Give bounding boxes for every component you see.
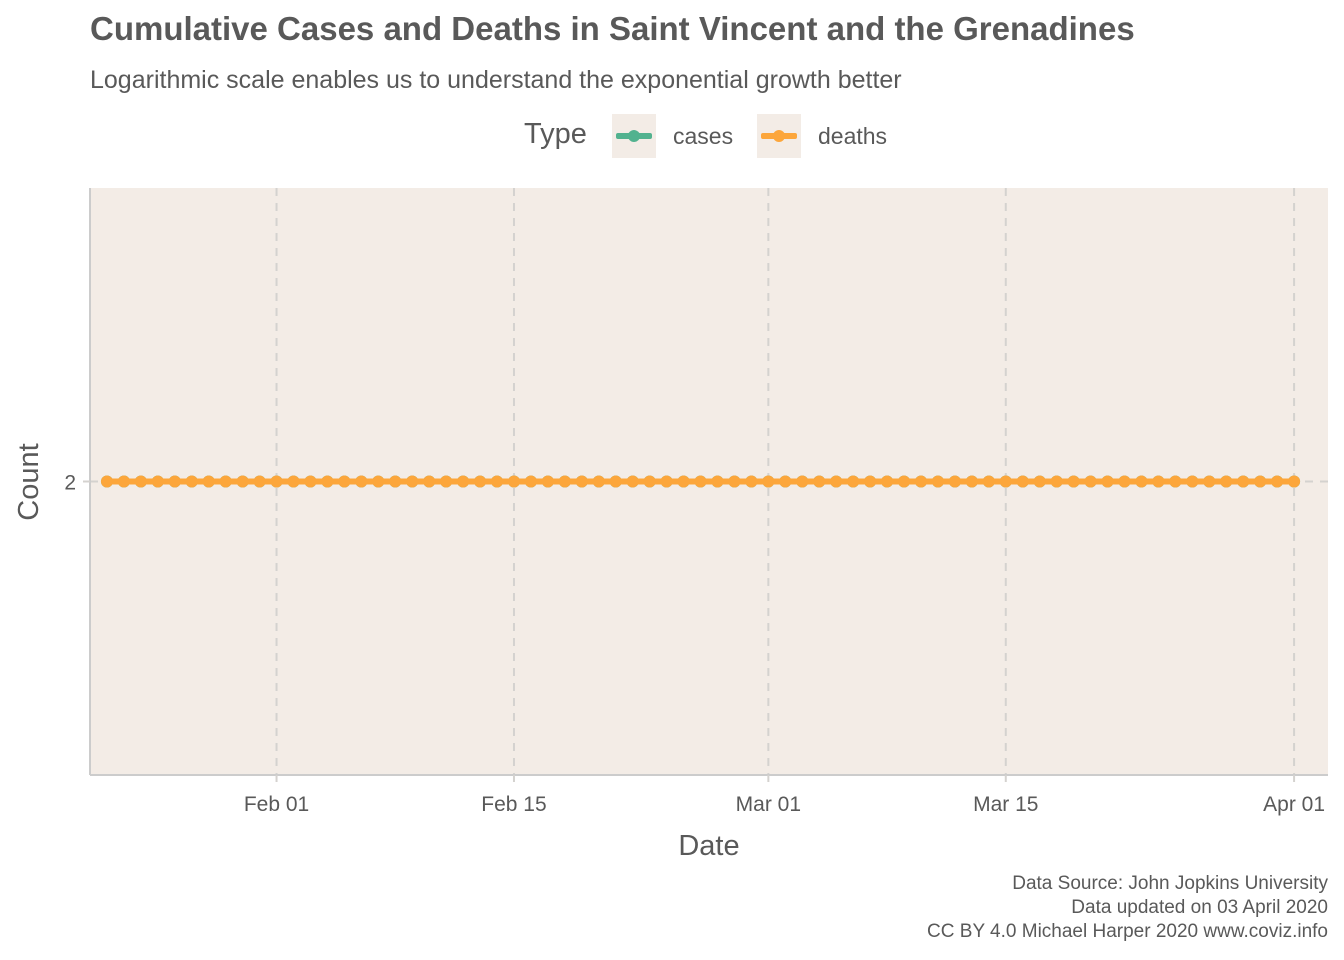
data-point-deaths bbox=[1237, 475, 1250, 488]
caption-updated: Data updated on 03 April 2020 bbox=[1071, 897, 1328, 918]
data-point-deaths bbox=[864, 475, 877, 488]
legend-title: Type bbox=[524, 118, 587, 150]
data-point-deaths bbox=[507, 475, 520, 488]
data-point-deaths bbox=[931, 475, 944, 488]
y-axis-title: Count bbox=[13, 443, 45, 520]
data-point-deaths bbox=[338, 475, 351, 488]
x-axis-title: Date bbox=[678, 830, 739, 862]
data-point-deaths bbox=[457, 475, 470, 488]
data-point-deaths bbox=[762, 475, 775, 488]
data-point-deaths bbox=[609, 475, 622, 488]
data-point-deaths bbox=[287, 475, 300, 488]
data-point-deaths bbox=[1135, 475, 1148, 488]
data-point-deaths bbox=[813, 475, 826, 488]
data-point-deaths bbox=[694, 475, 707, 488]
legend-dot-deaths bbox=[773, 130, 785, 142]
data-point-deaths bbox=[1016, 475, 1029, 488]
data-point-deaths bbox=[270, 475, 283, 488]
legend-dot-cases bbox=[628, 130, 640, 142]
data-point-deaths bbox=[626, 475, 639, 488]
data-point-deaths bbox=[1118, 475, 1131, 488]
data-point-deaths bbox=[660, 475, 673, 488]
data-point-deaths bbox=[185, 475, 198, 488]
data-point-deaths bbox=[948, 475, 961, 488]
data-point-deaths bbox=[643, 475, 656, 488]
data-point-deaths bbox=[406, 475, 419, 488]
tick-labels: Feb 01 Feb 15 Mar 01 Mar 15 Apr 01 2 bbox=[64, 472, 1325, 817]
data-point-deaths bbox=[372, 475, 385, 488]
data-point-deaths bbox=[440, 475, 453, 488]
data-point-deaths bbox=[898, 475, 911, 488]
data-point-deaths bbox=[1033, 475, 1046, 488]
y-tick-label: 2 bbox=[64, 472, 76, 495]
legend: Type cases deaths bbox=[0, 114, 1344, 158]
data-point-deaths bbox=[219, 475, 232, 488]
data-point-deaths bbox=[1050, 475, 1063, 488]
data-point-deaths bbox=[1084, 475, 1097, 488]
data-point-deaths bbox=[100, 475, 113, 488]
data-point-deaths bbox=[134, 475, 147, 488]
data-point-deaths bbox=[168, 475, 181, 488]
data-point-deaths bbox=[796, 475, 809, 488]
data-point-deaths bbox=[1101, 475, 1114, 488]
chart-subtitle: Logarithmic scale enables us to understa… bbox=[90, 66, 902, 94]
data-point-deaths bbox=[389, 475, 402, 488]
data-point-deaths bbox=[999, 475, 1012, 488]
data-point-deaths bbox=[474, 475, 487, 488]
data-point-deaths bbox=[253, 475, 266, 488]
legend-key-deaths bbox=[757, 114, 801, 158]
data-point-deaths bbox=[423, 475, 436, 488]
data-point-deaths bbox=[982, 475, 995, 488]
caption-license: CC BY 4.0 Michael Harper 2020 www.coviz.… bbox=[927, 921, 1328, 942]
data-point-deaths bbox=[1271, 475, 1284, 488]
data-point-deaths bbox=[491, 475, 504, 488]
data-point-deaths bbox=[1220, 475, 1233, 488]
x-tick-label: Feb 01 bbox=[244, 793, 309, 816]
data-point-deaths bbox=[1067, 475, 1080, 488]
x-tick-label: Mar 01 bbox=[736, 793, 801, 816]
data-point-deaths bbox=[355, 475, 368, 488]
data-point-deaths bbox=[592, 475, 605, 488]
data-point-deaths bbox=[677, 475, 690, 488]
legend-label-cases: cases bbox=[673, 123, 734, 149]
data-point-deaths bbox=[1152, 475, 1165, 488]
data-point-deaths bbox=[728, 475, 741, 488]
legend-label-deaths: deaths bbox=[818, 123, 888, 149]
data-point-deaths bbox=[236, 475, 249, 488]
data-point-deaths bbox=[1203, 475, 1216, 488]
data-point-deaths bbox=[151, 475, 164, 488]
data-point-deaths bbox=[711, 475, 724, 488]
chart-title: Cumulative Cases and Deaths in Saint Vin… bbox=[90, 10, 1135, 47]
series-layer bbox=[100, 475, 1301, 488]
caption-source: Data Source: John Jopkins University bbox=[1012, 873, 1328, 894]
data-point-deaths bbox=[524, 475, 537, 488]
x-tick-label: Feb 15 bbox=[481, 793, 546, 816]
data-point-deaths bbox=[881, 475, 894, 488]
data-point-deaths bbox=[321, 475, 334, 488]
data-point-deaths bbox=[830, 475, 843, 488]
data-point-deaths bbox=[1186, 475, 1199, 488]
data-point-deaths bbox=[202, 475, 215, 488]
data-point-deaths bbox=[304, 475, 317, 488]
data-point-deaths bbox=[1288, 475, 1301, 488]
data-point-deaths bbox=[779, 475, 792, 488]
x-tick-label: Apr 01 bbox=[1263, 793, 1325, 816]
data-point-deaths bbox=[847, 475, 860, 488]
data-point-deaths bbox=[558, 475, 571, 488]
data-point-deaths bbox=[965, 475, 978, 488]
data-point-deaths bbox=[117, 475, 130, 488]
data-point-deaths bbox=[1169, 475, 1182, 488]
data-point-deaths bbox=[914, 475, 927, 488]
legend-key-cases bbox=[612, 114, 656, 158]
data-point-deaths bbox=[1254, 475, 1267, 488]
x-tick-label: Mar 15 bbox=[973, 793, 1038, 816]
caption: Data Source: John Jopkins University Dat… bbox=[927, 872, 1328, 944]
data-point-deaths bbox=[541, 475, 554, 488]
data-point-deaths bbox=[575, 475, 588, 488]
data-point-deaths bbox=[745, 475, 758, 488]
